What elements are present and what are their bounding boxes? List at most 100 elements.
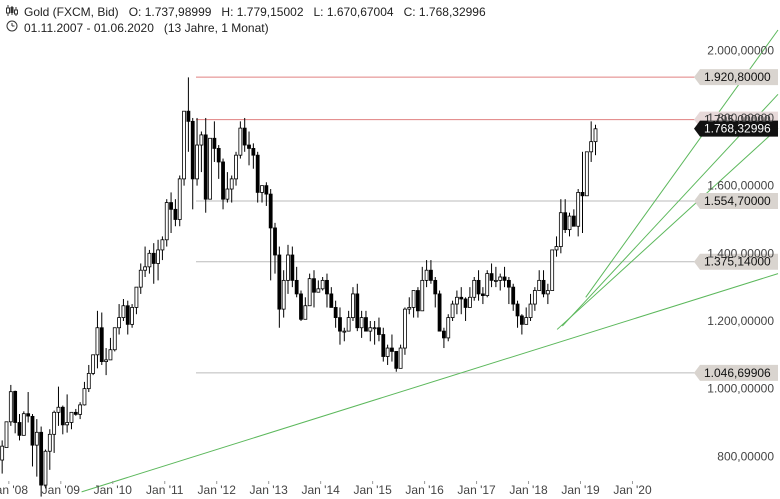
candle-body — [121, 305, 126, 318]
trendline-layer — [81, 29, 779, 493]
x-tick-label: Jan '15 — [353, 483, 392, 497]
candle-body — [519, 315, 524, 325]
candle-body — [515, 303, 520, 317]
candle-body — [0, 445, 5, 461]
candle-body — [52, 411, 57, 435]
candle-body — [273, 227, 277, 256]
price-level-label-box — [694, 69, 778, 86]
candle-body — [73, 411, 78, 415]
x-tick-label: Jan '09 — [42, 483, 81, 497]
price-level-label-text: 1.046,69906 — [704, 366, 771, 380]
x-tick-label: Jan '17 — [457, 483, 496, 497]
y-tick-label: 1.600,00000 — [707, 179, 774, 193]
candle-body — [437, 293, 442, 332]
candle-body — [130, 307, 134, 325]
candle-body — [554, 246, 559, 251]
trendline — [81, 273, 779, 493]
candle-body — [584, 151, 589, 197]
y-tick-label: 2.000,00000 — [707, 43, 774, 57]
instrument-row: Gold (FXCM, Bid) O: 1.737,98999 H: 1.779… — [6, 4, 486, 20]
candle-body — [34, 431, 39, 446]
candle-body — [225, 188, 230, 200]
candle-body — [221, 161, 225, 200]
candle-body — [143, 266, 147, 271]
high-value: H: 1.779,15002 — [221, 5, 304, 19]
candle-body — [238, 127, 243, 156]
candle-body — [550, 249, 555, 291]
close-value: C: 1.768,32996 — [403, 5, 486, 19]
y-tick-label: 1.200,00000 — [707, 314, 774, 328]
candle-body — [468, 296, 472, 308]
candle-body — [325, 279, 329, 295]
candle-body — [117, 317, 121, 329]
candle-body — [47, 433, 52, 452]
candle-body — [99, 327, 104, 362]
x-tick-label: Jan '11 — [146, 483, 184, 497]
candle-body — [377, 327, 381, 335]
x-tick-label: Jan '18 — [509, 483, 548, 497]
x-tick-label: Jan '20 — [613, 483, 652, 497]
candle-body — [372, 327, 377, 330]
candle-body — [147, 252, 152, 268]
price-level-label-box — [694, 253, 778, 270]
candle-body — [368, 327, 373, 332]
candle-body — [558, 212, 563, 247]
candle-body — [359, 317, 364, 329]
x-tick-label: Jan '13 — [250, 483, 289, 497]
current-price-label-text: 1.768,32996 — [704, 122, 771, 136]
candle-body — [351, 293, 355, 318]
candle-body — [320, 279, 325, 290]
candle-body — [312, 278, 316, 293]
candle-body — [589, 141, 594, 153]
candle-body — [580, 192, 585, 197]
candle-body — [459, 296, 464, 300]
x-axis: Jan '08 Jan '09 Jan '10 Jan '11 Jan '12 Jan '… — [0, 481, 652, 497]
candle-body — [407, 307, 412, 310]
candle-body — [567, 215, 572, 231]
chart-header: Gold (FXCM, Bid) O: 1.737,98999 H: 1.779… — [6, 4, 486, 36]
candle-body — [303, 305, 308, 320]
candle-body — [541, 279, 546, 295]
candle-body — [169, 202, 173, 210]
candle-body — [290, 254, 295, 281]
candle-body — [498, 276, 503, 281]
candle-body — [398, 347, 403, 369]
candle-body — [338, 317, 342, 332]
clock-icon — [6, 20, 20, 36]
candle-body — [576, 192, 581, 227]
candle-body — [160, 239, 165, 251]
candle-body — [429, 269, 433, 281]
candlestick-icon — [6, 4, 20, 20]
candle-body — [571, 215, 576, 227]
candle-body — [342, 330, 347, 333]
price-level-label-box — [694, 364, 778, 381]
candle-body — [385, 347, 390, 357]
candle-body — [229, 178, 234, 190]
candle-body — [537, 279, 542, 291]
candle-body — [506, 279, 511, 288]
candle-body — [8, 391, 13, 423]
candle-body — [138, 269, 143, 288]
candle-body — [485, 273, 490, 297]
candle-body — [528, 303, 533, 318]
candle-body — [247, 144, 251, 149]
y-tick-label: 1.800,00000 — [707, 111, 774, 125]
candle-body — [4, 421, 9, 448]
price-level-label-box — [694, 192, 778, 209]
price-level-label-text: 1.920,80000 — [704, 70, 771, 84]
candle-body — [442, 330, 446, 339]
candle-body — [177, 178, 182, 220]
candle-body — [21, 413, 26, 436]
candle-body — [493, 279, 498, 282]
y-tick-label: 1.400,00000 — [707, 246, 774, 260]
x-tick-label: Jan '14 — [301, 483, 340, 497]
current-price-label-box — [694, 120, 778, 137]
y-tick-label: 800,00000 — [717, 449, 774, 463]
candle-body — [65, 422, 70, 426]
instrument-name: Gold (FXCM, Bid) — [24, 5, 119, 19]
candle-body — [156, 249, 160, 264]
y-tick-label: 1.000,00000 — [707, 382, 774, 396]
candle-body — [39, 431, 44, 486]
candle-body — [532, 290, 537, 305]
